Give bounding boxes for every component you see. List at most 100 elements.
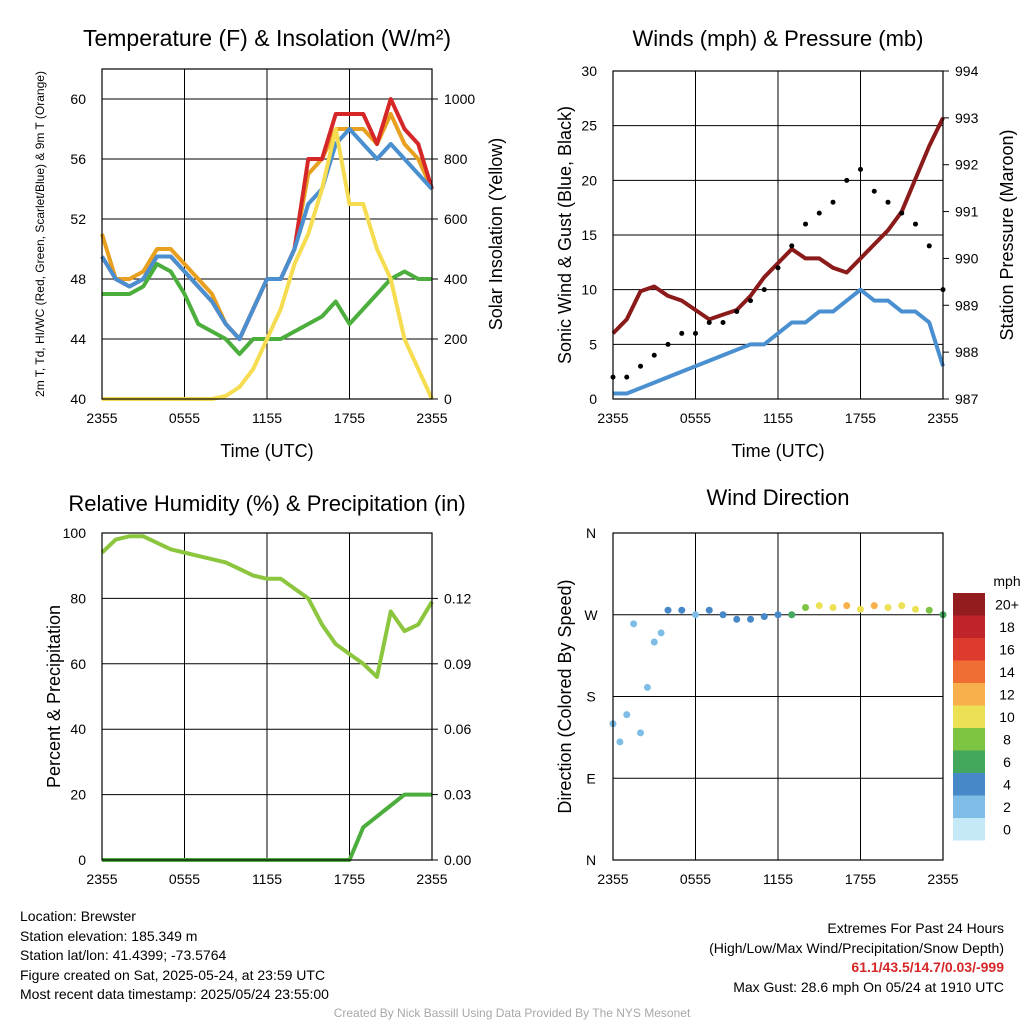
data-point: [789, 243, 795, 249]
colorbar-title: mph: [993, 573, 1020, 589]
direction-point: [815, 602, 823, 610]
y-tick-label: 0: [78, 852, 86, 868]
y-tick-label-right: 0: [444, 391, 452, 407]
data-point: [871, 188, 877, 194]
colorbar-swatch: [953, 660, 985, 683]
x-axis-label: Time (UTC): [731, 441, 824, 461]
x-tick-label: 1755: [334, 871, 365, 887]
colorbar-swatch: [953, 683, 985, 706]
data-point: [651, 352, 657, 358]
y-tick-label: N: [586, 852, 596, 868]
y-tick-label-right: 600: [444, 211, 468, 227]
y-tick-label: 25: [581, 118, 597, 134]
y-tick-label: N: [586, 525, 596, 541]
y-tick-label: 60: [70, 656, 86, 672]
y-tick-label: 30: [581, 63, 597, 79]
footer-credit: Created By Nick Bassill Using Data Provi…: [333, 1006, 691, 1020]
series-line-2: [611, 116, 945, 335]
max-gust-text: Max Gust: 28.6 mph On 05/24 at 1910 UTC: [733, 978, 1004, 995]
colorbar-label: 4: [1003, 776, 1011, 792]
y-tick-label-right: 0.03: [444, 787, 471, 803]
colorbar-label: 12: [999, 686, 1015, 702]
y-tick-label-right: 989: [955, 297, 979, 313]
recent-text: Most recent data timestamp: 2025/05/24 2…: [20, 986, 329, 1002]
x-tick-label: 2355: [86, 871, 117, 887]
chart-title: Wind Direction: [706, 485, 849, 510]
direction-point: [692, 611, 699, 619]
direction-point: [788, 611, 796, 619]
location-text: Location: Brewster: [20, 908, 136, 924]
direction-point: [774, 611, 782, 619]
latlon-text: Station lat/lon: 41.4399; -73.5764: [20, 947, 227, 963]
data-point: [858, 166, 863, 172]
x-axis-label: Time (UTC): [220, 441, 313, 461]
y-tick-label-right: 994: [955, 63, 979, 79]
direction-point: [637, 729, 644, 737]
y-tick-label-right: 990: [955, 250, 979, 266]
data-point: [761, 287, 767, 293]
x-tick-label: 1155: [252, 410, 282, 426]
data-point: [693, 330, 698, 336]
x-tick-label: 0555: [169, 871, 200, 887]
colorbar-swatch: [953, 705, 985, 728]
y-tick-label: 44: [70, 331, 86, 347]
x-tick-label: 1755: [334, 410, 365, 426]
y-tick-label-right: 0.00: [444, 852, 471, 868]
y-tick-label: 80: [70, 590, 86, 606]
x-tick-label: 2355: [597, 871, 628, 887]
station-info: Location: Brewster Station elevation: 18…: [20, 907, 329, 1005]
colorbar-label: 20+: [995, 596, 1019, 612]
colorbar-label: 2: [1003, 799, 1011, 815]
y-tick-label-right: 987: [955, 391, 979, 407]
y-tick-label: W: [584, 607, 598, 623]
data-point: [844, 177, 850, 183]
y-tick-label: 56: [70, 151, 86, 167]
x-tick-label: 2355: [927, 410, 958, 426]
x-tick-label: 2355: [416, 410, 447, 426]
colorbar-swatch: [953, 773, 985, 796]
colorbar-label: 18: [999, 619, 1015, 635]
data-point: [638, 363, 643, 369]
data-point: [720, 319, 726, 325]
x-tick-label: 1755: [845, 410, 876, 426]
plot-frame: [612, 70, 944, 400]
y-axis-label-right: Station Pressure (Maroon): [997, 129, 1017, 340]
y-tick-label-right: 1000: [444, 91, 475, 107]
direction-point: [898, 602, 906, 610]
extremes-values: 61.1/43.5/14.7/0.03/-999: [851, 959, 1004, 975]
direction-point: [870, 602, 878, 610]
y-axis-label: Direction (Colored By Speed): [555, 579, 575, 813]
y-axis-label: Percent & Precipitation: [44, 605, 64, 788]
colorbar-swatch: [953, 638, 985, 661]
y-tick-label: 100: [63, 525, 87, 541]
elevation-text: Station elevation: 185.349 m: [20, 927, 198, 944]
chart-1: Temperature (F) & Insolation (W/m²) 40 44 4…: [33, 25, 506, 461]
y-tick-label: 0: [589, 391, 597, 407]
plot-frame: [101, 68, 433, 400]
series-line-1: [100, 534, 434, 679]
extremes-subheading: (High/Low/Max Wind/Precipitation/Snow De…: [709, 939, 1004, 956]
data-point: [885, 199, 891, 205]
y-tick-label: 60: [70, 91, 86, 107]
colorbar-swatch: [953, 728, 985, 751]
direction-point: [925, 606, 933, 614]
x-tick-label: 2355: [86, 410, 117, 426]
y-tick-label: 40: [70, 391, 86, 407]
y-tick-label-right: 993: [955, 110, 979, 126]
y-axis-label: Sonic Wind & Gust (Blue, Black): [555, 106, 575, 364]
direction-point: [912, 605, 919, 613]
extremes-heading: Extremes For Past 24 Hours: [827, 920, 1004, 936]
chart-2: Winds (mph) & Pressure (mb) 0 5 10 15 20 25 30 9…: [555, 26, 1017, 461]
chart-3: Relative Humidity (%) & Precipitation (i…: [44, 491, 471, 887]
data-point: [899, 210, 905, 216]
colorbar-label: 14: [999, 664, 1015, 680]
colorbar-label: 0: [1003, 821, 1011, 837]
x-tick-label: 1755: [845, 871, 876, 887]
y-tick-label-right: 800: [444, 151, 468, 167]
x-tick-label: 2355: [927, 871, 958, 887]
direction-point: [623, 711, 631, 719]
direction-point: [733, 615, 741, 623]
colorbar-swatch: [953, 593, 985, 616]
y-tick-label-right: 991: [955, 204, 979, 220]
